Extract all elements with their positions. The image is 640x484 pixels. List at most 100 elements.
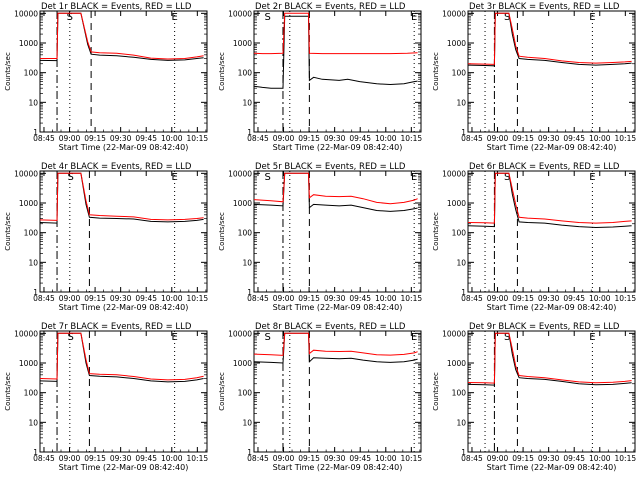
x-tick-label: 09:45 [135, 134, 157, 143]
series-line-lld [254, 332, 418, 356]
x-tick-label: 10:00 [161, 454, 183, 463]
y-tick-label: 100 [238, 69, 253, 78]
chart-panel-1: Det 1r BLACK = Events, RED = LLD 1 10 100 10… [4, 2, 208, 152]
y-tick-label: 100 [238, 229, 253, 238]
x-tick-label: 09:30 [324, 454, 346, 463]
y-tick-label: 1 [461, 288, 466, 297]
x-axis-label: Start Time (22-Mar-09 08:42:40) [59, 463, 189, 472]
chart-panel-5: Det 5r BLACK = Events, RED = LLD 1 10 100 10… [218, 162, 422, 312]
marker-label-e: E [411, 332, 417, 343]
y-axis-label: Counts/sec [432, 372, 440, 411]
y-tick-label: 100 [24, 389, 39, 398]
x-tick-label: 09:15 [84, 454, 106, 463]
x-tick-label: 09:00 [487, 294, 509, 303]
x-tick-label: 09:30 [110, 454, 132, 463]
x-tick-label: 10:15 [187, 454, 209, 463]
y-tick-label: 10 [28, 418, 38, 427]
y-tick-label: 100 [452, 229, 467, 238]
x-axis-label: Start Time (22-Mar-09 08:42:40) [59, 303, 189, 312]
marker-label-e: E [171, 172, 177, 183]
y-axis-label: Counts/sec [432, 212, 440, 251]
y-axis-label: Counts/sec [218, 52, 226, 91]
x-tick-label: 09:15 [298, 454, 320, 463]
plot-frame [39, 10, 208, 133]
y-tick-label: 1000 [19, 199, 38, 208]
y-axis-label: Counts/sec [4, 372, 12, 411]
plot-frame [39, 170, 208, 293]
x-tick-label: 09:00 [59, 134, 81, 143]
marker-label-s: S [67, 12, 73, 23]
y-tick-label: 1 [461, 448, 466, 457]
y-tick-label: 1000 [233, 39, 252, 48]
series-line-lld [40, 332, 204, 381]
marker-label-s: S [264, 172, 270, 183]
y-tick-label: 10 [242, 418, 252, 427]
x-tick-label: 09:30 [538, 454, 560, 463]
marker-label-s: S [504, 332, 510, 343]
chart-title: Det 2r BLACK = Events, RED = LLD [255, 2, 406, 12]
series-line-events [254, 15, 418, 89]
marker-label-e: E [589, 12, 595, 23]
x-tick-label: 10:00 [161, 294, 183, 303]
series-line-lld [254, 12, 418, 55]
x-tick-label: 09:45 [563, 294, 585, 303]
plot-frame [467, 10, 636, 133]
x-tick-label: 09:45 [135, 454, 157, 463]
y-tick-label: 100 [452, 389, 467, 398]
x-tick-label: 10:15 [615, 454, 637, 463]
x-tick-label: 10:00 [375, 454, 397, 463]
x-tick-label: 08:45 [247, 294, 269, 303]
y-axis-label: Counts/sec [218, 212, 226, 251]
x-tick-label: 08:45 [33, 134, 55, 143]
plot-frame [253, 330, 422, 453]
y-tick-label: 10 [456, 258, 466, 267]
y-tick-label: 1000 [233, 199, 252, 208]
x-axis-label: Start Time (22-Mar-09 08:42:40) [487, 463, 617, 472]
marker-label-s: S [264, 332, 270, 343]
x-axis-label: Start Time (22-Mar-09 08:42:40) [273, 303, 403, 312]
x-tick-label: 10:15 [187, 294, 209, 303]
y-tick-label: 10000 [14, 329, 38, 338]
y-tick-label: 1 [33, 448, 38, 457]
x-tick-label: 08:45 [461, 294, 483, 303]
y-tick-label: 10 [28, 258, 38, 267]
y-tick-label: 1 [33, 128, 38, 137]
x-tick-label: 09:45 [349, 134, 371, 143]
chart-panel-2: Det 2r BLACK = Events, RED = LLD 1 10 100 10… [218, 2, 422, 152]
x-axis-label: Start Time (22-Mar-09 08:42:40) [59, 143, 189, 152]
x-tick-label: 09:30 [538, 294, 560, 303]
y-tick-label: 1 [33, 288, 38, 297]
chart-panel-8: Det 8r BLACK = Events, RED = LLD 1 10 100 10… [218, 322, 422, 472]
x-tick-label: 10:00 [375, 134, 397, 143]
series-line-lld [40, 172, 204, 221]
x-tick-label: 09:15 [84, 294, 106, 303]
y-tick-label: 10000 [14, 169, 38, 178]
marker-label-s: S [67, 172, 73, 183]
y-tick-label: 1000 [19, 359, 38, 368]
chart-panel-7: Det 7r BLACK = Events, RED = LLD 1 10 100 10… [4, 322, 208, 472]
x-tick-label: 09:15 [84, 134, 106, 143]
x-tick-label: 09:15 [298, 294, 320, 303]
chart-panel-6: Det 6r BLACK = Events, RED = LLD 1 10 100 10… [432, 162, 636, 312]
plot-frame [253, 10, 422, 133]
series-line-events [254, 172, 418, 212]
chart-panel-9: Det 9r BLACK = Events, RED = LLD 1 10 100 10… [432, 322, 636, 472]
y-tick-label: 10 [456, 98, 466, 107]
marker-label-s: S [264, 12, 270, 23]
y-tick-label: 10000 [228, 9, 252, 18]
x-tick-label: 09:30 [324, 134, 346, 143]
y-tick-label: 10 [242, 98, 252, 107]
chart-title: Det 7r BLACK = Events, RED = LLD [41, 322, 192, 332]
x-tick-label: 09:45 [349, 454, 371, 463]
y-tick-label: 1000 [233, 359, 252, 368]
chart-panel-3: Det 3r BLACK = Events, RED = LLD 1 10 100 10… [432, 2, 636, 152]
y-tick-label: 10 [242, 258, 252, 267]
y-tick-label: 1 [247, 448, 252, 457]
y-axis-label: Counts/sec [4, 52, 12, 91]
x-tick-label: 09:30 [110, 294, 132, 303]
y-tick-label: 10000 [442, 9, 466, 18]
x-tick-label: 08:45 [33, 454, 55, 463]
plot-frame [39, 330, 208, 453]
marker-label-s: S [504, 12, 510, 23]
